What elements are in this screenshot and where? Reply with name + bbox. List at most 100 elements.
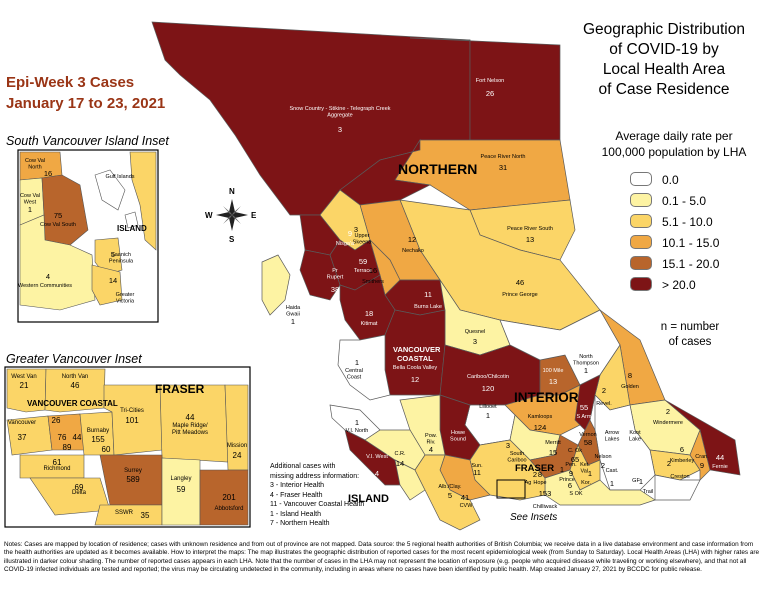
greater-van-inset-title: Greater Vancouver Inset — [6, 352, 142, 366]
region-vc-2: COASTAL — [397, 354, 433, 363]
svi-region-island: ISLAND — [117, 224, 147, 233]
legend-swatch — [630, 172, 652, 186]
map-label-count: 16 — [369, 266, 377, 275]
epi-week-dates: January 17 to 23, 2021 — [6, 95, 166, 112]
gv-label-count: 46 — [71, 381, 80, 390]
map-label-name: Smithers — [362, 279, 384, 285]
lha-central-coast — [337, 334, 391, 401]
map-title-line-1: Geographic Distribution — [583, 21, 745, 38]
map-label-count: 1 — [355, 358, 359, 367]
map-label-count: 12 — [411, 375, 419, 384]
gv-label-count: 201 — [222, 493, 236, 502]
map-label-name: Skeena — [353, 240, 373, 246]
gv-label-count: 61 — [53, 458, 62, 467]
map-label-count: 9 — [700, 461, 704, 470]
map-label-name: Val. — [580, 469, 590, 475]
svi-label-count: 75 — [54, 211, 62, 220]
map-label-count: 41 — [461, 493, 469, 502]
map-label-count: 3 — [473, 337, 477, 346]
map-label-name: Central — [345, 368, 363, 374]
svi-western-communities — [19, 214, 96, 311]
map-label-name: Fernie — [712, 464, 728, 470]
map-title-line-3: Local Health Area — [602, 61, 726, 78]
map-label-name: Nechako — [402, 248, 424, 254]
gv-label-name: Delta — [72, 490, 87, 496]
map-label-name: Cariboo — [507, 458, 526, 464]
svi-label-name: Cow Val — [25, 158, 45, 164]
legend-title-line-2: 100,000 population by LHA — [601, 145, 747, 159]
map-label-name: Lake — [629, 437, 641, 443]
compass-w: W — [205, 211, 213, 220]
region-island: ISLAND — [348, 493, 389, 505]
map-label-count: 58 — [584, 438, 592, 447]
map-label-name: Sound — [450, 437, 466, 443]
map-label-name: Cran. — [695, 454, 709, 460]
map-label-name: Pen. — [565, 462, 577, 468]
map-label-name: Koot — [629, 430, 641, 436]
map-label-count: 6 — [568, 481, 572, 490]
legend-item: 0.1 - 5.0 — [630, 193, 706, 210]
map-label-name: Merritt — [545, 440, 561, 446]
svi-label-name: West — [24, 200, 37, 206]
map-label-count: 38 — [331, 285, 339, 294]
svi-label-name: Cow Val — [20, 193, 40, 199]
map-label-count: 1 — [610, 479, 614, 488]
svi-label-count: 4 — [46, 272, 50, 281]
legend-swatch — [630, 193, 652, 207]
additional-item: 7 - Northern Health — [270, 520, 330, 527]
svi-label-name: North — [28, 165, 41, 171]
map-label-count: 120 — [482, 384, 495, 393]
additional-item: 4 - Fraser Health — [270, 491, 323, 499]
map-label-name: Thompson — [573, 361, 599, 367]
map-label-name: Alb./Clay. — [438, 484, 462, 490]
svi-label-count: 5 — [111, 250, 115, 259]
map-label-count: 6 — [680, 445, 684, 454]
map-label-name: CVW — [460, 503, 474, 509]
map-label-count: 124 — [534, 423, 547, 432]
map-label-count: 31 — [499, 163, 507, 172]
map-label-name: Windermere — [653, 420, 683, 426]
region-fraser: FRASER — [515, 463, 554, 474]
lha-south-island — [414, 454, 481, 531]
legend-label: 5.1 - 10.0 — [662, 215, 713, 229]
map-label-name: Revel. — [596, 401, 612, 407]
map-label-name: North — [579, 354, 592, 360]
region-vc-1: VANCOUVER — [393, 345, 441, 354]
additional-item: 3 - Interior Health — [270, 482, 325, 489]
compass-s: S — [229, 235, 235, 244]
map-label-name: Bella Coola Valley — [393, 365, 437, 371]
additional-line-2: missing address information: — [270, 472, 360, 480]
map-label-name: Kitimat — [361, 321, 378, 327]
map-label-name: V.I. West — [366, 454, 388, 460]
see-insets-box — [496, 479, 526, 499]
gv-label-count: 69 — [75, 483, 84, 492]
map-label-count: 2 — [602, 386, 606, 395]
gv-label-name: Abbotsford — [214, 506, 243, 512]
gv-label-name: SSWR — [115, 510, 134, 516]
epi-week-line: Epi-Week 3 Cases — [6, 74, 135, 91]
svi-label-count: 16 — [44, 169, 52, 178]
gv-label-name: Richmond — [43, 466, 70, 472]
gv-label-name: Pitt Meadows — [172, 430, 208, 436]
map-label-name: Prince — [559, 477, 575, 483]
gv-label-count: 35 — [141, 511, 150, 520]
map-label-name: Coast — [347, 375, 362, 381]
map-label-count: 3 — [354, 225, 358, 234]
map-label-name: Riv. — [426, 440, 436, 446]
map-label-name: C. Ok — [568, 448, 582, 454]
gv-label-count: 59 — [177, 485, 186, 494]
map-label-name: V.I. North — [346, 428, 369, 434]
map-label-name: Kamloops — [528, 414, 553, 420]
gv-west-van — [6, 368, 47, 413]
map-label-count: 1 — [560, 465, 564, 474]
map-label-count: 153 — [539, 489, 552, 498]
region-interior: INTERIOR — [514, 390, 579, 405]
gv-label-name: Vancouver — [8, 420, 36, 426]
gv-label-count: 155 — [91, 435, 105, 444]
map-label-name: Fort Nelson — [476, 78, 504, 84]
map-label-count: 4 — [429, 445, 433, 454]
map-label-name: Chilliwack — [533, 504, 558, 510]
map-label-count: 1 — [588, 469, 592, 478]
gv-label-count: 21 — [20, 381, 29, 390]
